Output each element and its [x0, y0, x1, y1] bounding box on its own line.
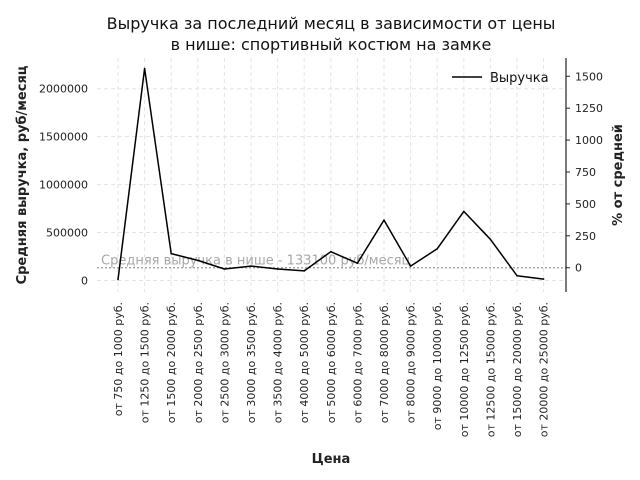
series-point-0-16 [542, 278, 545, 280]
y-tick-label-1: 500000 [46, 227, 88, 240]
x-axis-ticks: от 750 до 1000 руб. от 1250 до 1500 руб. о… [112, 302, 551, 437]
series-point-0-4 [223, 268, 226, 270]
series-point-0-10 [383, 219, 385, 221]
series-point-0-5 [250, 265, 252, 267]
grid-lines [97, 58, 566, 292]
x-tick-label-1: от 1250 до 1500 руб. [139, 302, 152, 423]
series-point-0-8 [330, 250, 332, 253]
y-axis-label: Средняя выручка, руб/месяц [15, 65, 30, 284]
chart-title-line-1: Выручка за последний месяц в зависимости… [107, 14, 556, 33]
x-tick-label-4: от 2500 до 3000 руб. [218, 302, 231, 423]
series-point-0-7 [303, 270, 306, 272]
x-tick-label-14: от 12500 до 15000 руб. [484, 302, 497, 437]
x-axis-label: Цена [312, 452, 351, 467]
x-tick-label-0: от 750 до 1000 руб. [112, 302, 125, 416]
series-layer [117, 67, 545, 281]
y-tick-label-2: 1000000 [39, 179, 88, 192]
y2-tick-label-2: 500 [575, 198, 596, 211]
x-tick-label-11: от 8000 до 9000 руб. [405, 302, 418, 423]
series-point-0-14 [489, 238, 492, 241]
series-point-0-13 [463, 210, 465, 213]
series-point-0-9 [356, 262, 359, 265]
y-tick-label-3: 1500000 [39, 131, 88, 144]
y2-tick-label-3: 750 [575, 166, 596, 179]
y2-tick-label-5: 1250 [575, 102, 603, 115]
series-point-0-1 [143, 67, 146, 70]
x-tick-label-13: от 10000 до 12500 руб. [458, 302, 471, 437]
series-point-0-6 [276, 268, 279, 270]
series-point-0-15 [516, 274, 518, 277]
y-tick-label-4: 2000000 [39, 83, 88, 96]
y2-tick-label-4: 1000 [575, 134, 603, 147]
x-tick-label-15: от 15000 до 20000 руб. [511, 302, 524, 437]
y2-axis-ticks: 0 250 500 750 1000 1250 1500 [566, 70, 603, 275]
x-tick-label-3: от 2000 до 2500 руб. [192, 302, 205, 423]
chart-title-line-2: в нише: спортивный костюм на замке [171, 35, 492, 54]
y2-tick-label-6: 1500 [575, 70, 603, 83]
series-point-0-11 [409, 265, 412, 267]
series-point-0-12 [436, 248, 439, 250]
x-tick-label-12: от 9000 до 10000 руб. [431, 302, 444, 430]
y2-axis-label: % от средней [611, 124, 626, 226]
x-tick-label-5: от 3000 до 3500 руб. [245, 302, 258, 423]
mean-reference: Средняя выручка в нише - 133100 руб/меся… [97, 254, 566, 269]
y2-tick-label-0: 0 [575, 262, 582, 275]
x-tick-label-16: от 20000 до 25000 руб. [538, 302, 551, 437]
legend: Выручка [452, 71, 549, 86]
x-tick-label-7: от 4000 до 5000 руб. [298, 302, 311, 423]
x-tick-label-10: от 7000 до 8000 руб. [378, 302, 391, 423]
x-tick-label-9: от 6000 до 7000 руб. [351, 302, 364, 423]
series-point-0-2 [170, 252, 172, 255]
legend-label-revenue: Выручка [490, 71, 549, 86]
y-axis-ticks: 0 500000 1000000 1500000 2000000 [39, 83, 88, 288]
mean-revenue-label: Средняя выручка в нише - 133100 руб/меся… [101, 254, 411, 269]
y-tick-label-0: 0 [81, 274, 88, 287]
series-point-0-3 [197, 259, 199, 262]
chart-title: Выручка за последний месяц в зависимости… [107, 14, 556, 54]
x-tick-label-8: от 5000 до 6000 руб. [325, 302, 338, 423]
series-point-0-0 [117, 278, 119, 281]
y2-tick-label-1: 250 [575, 230, 596, 243]
x-tick-label-2: от 1500 до 2000 руб. [165, 302, 178, 423]
x-tick-label-6: от 3500 до 4000 руб. [272, 302, 285, 423]
